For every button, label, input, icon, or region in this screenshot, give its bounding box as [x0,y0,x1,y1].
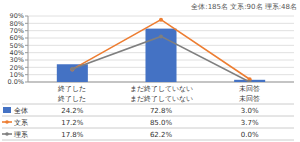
table-value: 17.2% [61,119,84,127]
table-value: 62.2% [150,131,173,139]
y-tick-label: 20% [10,64,24,72]
x-tick-label: まだ終了していない [130,85,193,93]
table-header: 未回答 [239,95,260,103]
subtitle: 全体:185名 文系:90名 理系:48名 [191,3,297,11]
table-value: 17.8% [61,131,84,139]
table-value: 3.0% [241,107,259,115]
marker [159,18,163,22]
table-header: 終了した [57,95,86,103]
grid-line [28,16,294,17]
y-tick-label: 90% [10,12,24,20]
y-tick-label: 0.0% [7,78,24,86]
table-rule [2,128,294,129]
table-rule [2,104,294,105]
table-value: 85.0% [150,119,173,127]
legend-swatch [5,132,9,136]
line [72,36,249,82]
y-tick-label: 40% [10,49,24,57]
marker [70,67,74,71]
marker [159,34,163,38]
bar [145,29,176,82]
bar [57,64,88,82]
y-axis-line [28,16,29,82]
y-tick-label: 30% [10,56,24,64]
line [72,20,249,80]
legend-label: 理系 [14,131,28,139]
legend-label: 全体 [14,107,28,115]
x-tick-label: 未回答 [239,85,260,93]
y-tick-label: 70% [10,27,24,35]
y-tick-label: 80% [10,20,24,28]
data-table: 終了した まだ終了していない 未回答全体 24.2% 72.8% 3.0% 文系 17.2% 8… [2,95,294,140]
x-tick-label: 終了した [57,85,86,93]
table-value: 24.2% [61,107,84,115]
legend-swatch [3,107,11,113]
table-header: まだ終了していない [130,95,193,103]
chart: 全体:185名 文系:90名 理系:48名0.0%10%20%30%40%50%… [0,0,300,142]
table-rule [2,140,294,141]
table-value: 72.8% [150,107,173,115]
plot-area [57,18,265,82]
table-value: 0.0% [241,131,259,139]
legend-label: 文系 [14,119,28,127]
table-rule [2,116,294,117]
marker [248,80,252,82]
y-tick-label: 50% [10,42,24,50]
marker [70,67,74,71]
table-value: 3.7% [241,119,259,127]
y-axis: 0.0%10%20%30%40%50%60%70%80%90% [7,12,294,86]
y-tick-label: 10% [10,71,24,79]
y-tick-label: 60% [10,34,24,42]
legend-swatch [5,120,9,124]
grid-line [28,23,294,24]
